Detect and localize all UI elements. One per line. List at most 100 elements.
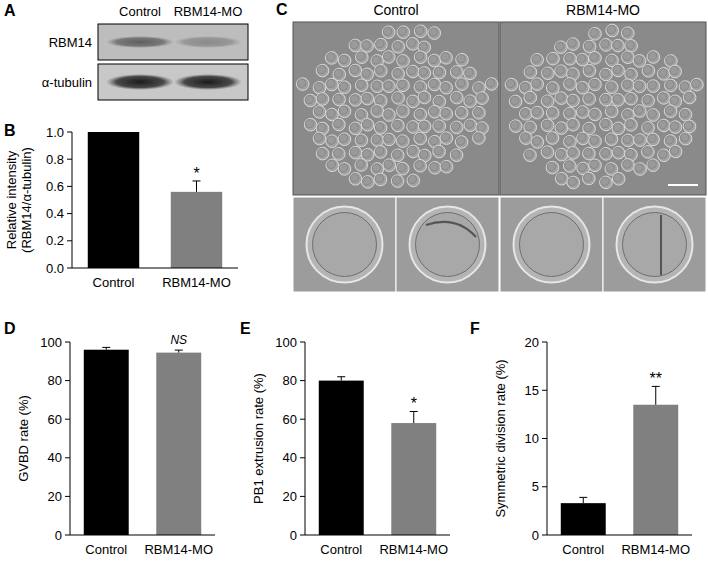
oocyte-core — [659, 93, 667, 101]
oocyte — [589, 52, 602, 65]
oocyte — [625, 92, 638, 105]
oocyte-core — [477, 123, 485, 131]
oocyte — [414, 160, 427, 173]
bar — [561, 503, 606, 535]
y-tick-label: 80 — [48, 373, 62, 388]
error-bar — [413, 411, 414, 423]
oocyte — [622, 79, 635, 92]
oocyte-core — [565, 161, 573, 169]
oocyte-core — [643, 123, 651, 131]
error-cap — [102, 347, 110, 348]
oocyte-core — [590, 79, 598, 87]
oocyte — [450, 149, 463, 162]
oocyte-core — [666, 56, 674, 64]
oocyte — [600, 148, 613, 161]
oocyte — [589, 28, 602, 41]
oocyte — [583, 172, 596, 185]
oocyte-core — [568, 39, 576, 47]
oocyte — [658, 149, 671, 162]
y-tick — [67, 159, 72, 160]
oocyte — [542, 67, 555, 80]
oocyte — [509, 95, 522, 108]
oocyte-core — [457, 79, 465, 87]
oocyte-core — [441, 162, 449, 170]
oocyte-core — [568, 69, 576, 77]
blot-band — [106, 74, 174, 90]
oocyte — [564, 53, 577, 66]
oocyte-core — [525, 92, 533, 100]
oocyte — [509, 120, 522, 133]
oocyte-core — [601, 40, 609, 48]
oocyte — [428, 106, 441, 119]
oocyte — [683, 91, 696, 104]
oocyte — [440, 160, 453, 173]
oocyte — [657, 68, 670, 81]
oocyte — [647, 109, 660, 122]
y-axis-label-line: Symmetric division rate (%) — [493, 359, 508, 517]
oocyte-core — [334, 149, 342, 157]
y-tick — [65, 380, 70, 381]
y-axis-label: PB1 extrusion rate (%) — [251, 373, 266, 504]
oocyte — [583, 40, 596, 53]
oocyte — [440, 82, 453, 95]
oocyte — [397, 26, 410, 39]
micrograph — [500, 22, 706, 195]
oocyte — [555, 172, 568, 185]
oocyte — [567, 147, 580, 160]
bar — [633, 405, 678, 535]
oocyte-core — [684, 92, 692, 100]
oocyte-core — [398, 27, 406, 35]
oocyte-core — [430, 163, 438, 171]
oocyte-core — [643, 147, 651, 155]
error-bar — [341, 377, 342, 381]
y-tick — [300, 496, 305, 497]
zona — [410, 207, 486, 283]
oocyte — [392, 149, 405, 162]
oocyte-core — [506, 79, 514, 87]
oocyte — [622, 134, 635, 147]
oocyte-core — [578, 107, 586, 115]
oocyte-core — [419, 68, 427, 76]
oocyte — [455, 136, 468, 149]
oocyte-core — [578, 163, 586, 171]
y-tick-label: 100 — [275, 335, 297, 350]
oocyte-core — [692, 79, 700, 87]
oocyte-core — [643, 66, 651, 74]
bars — [561, 386, 678, 535]
oocyte-core — [601, 69, 609, 77]
oocyte-core — [532, 55, 540, 63]
oocyte — [355, 79, 368, 92]
y-tick — [65, 457, 70, 458]
oocyte-core — [510, 96, 518, 104]
oocyte — [589, 135, 602, 148]
y-tick — [67, 268, 72, 269]
oocyte — [296, 78, 309, 91]
oocyte-core — [429, 79, 437, 87]
oocyte-core — [317, 123, 325, 131]
oocyte — [407, 38, 420, 51]
oocyte-core — [429, 28, 437, 36]
oocyte-core — [635, 106, 643, 114]
oocyte — [622, 27, 635, 40]
oocyte — [606, 24, 619, 37]
oocyte-core — [556, 66, 564, 74]
y-tick — [65, 535, 70, 536]
oocyte — [564, 160, 577, 173]
oocyte — [433, 66, 446, 79]
error-cap — [579, 497, 587, 498]
y-tick — [65, 419, 70, 420]
oocyte-core — [419, 121, 427, 129]
oocyte-core — [568, 148, 576, 156]
error-bar — [583, 497, 584, 503]
oocyte-core — [317, 65, 325, 73]
oocyte — [375, 65, 388, 78]
oocyte — [476, 92, 489, 105]
blot-band — [174, 36, 242, 48]
y-tick — [67, 132, 72, 133]
oocyte — [531, 106, 544, 119]
y-axis — [547, 342, 548, 535]
oocyte-core — [578, 83, 586, 91]
oocyte — [691, 78, 704, 91]
oocyte — [333, 148, 346, 161]
y-tick-label: 0.0 — [46, 261, 64, 276]
